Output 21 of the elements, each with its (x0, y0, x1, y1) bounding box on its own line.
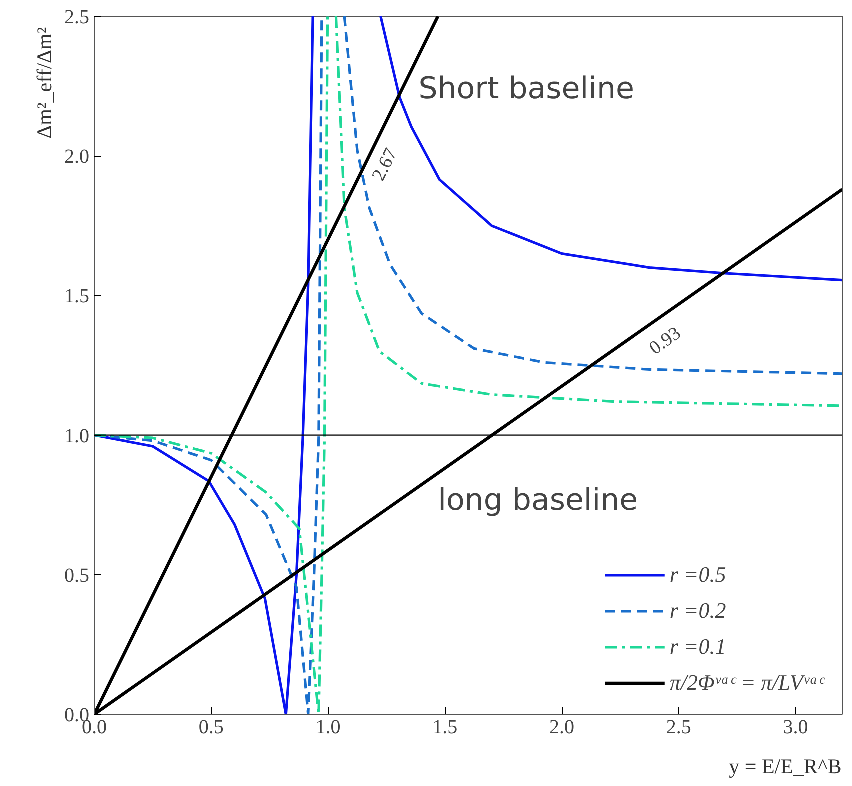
annotation: Short baseline (418, 72, 634, 107)
y-tick-label: 2.5 (64, 6, 90, 28)
annotation: 2.67 (368, 145, 402, 184)
x-tick-label: 1.0 (316, 716, 341, 738)
legend-label: π/2Φᵛᵃᶜ = π/LVᵛᵃᶜ (670, 670, 824, 696)
x-tick-label: 2.0 (550, 716, 574, 738)
annotation: 0.93 (646, 323, 686, 360)
y-tick-label: 1.0 (64, 425, 90, 448)
y-tick-label: 2.0 (64, 146, 90, 168)
x-axis-title: y = E/E_R^B (729, 754, 842, 778)
legend-label: r =0.1 (670, 634, 726, 660)
x-tick-label: 3.0 (783, 716, 808, 738)
annotation: long baseline (438, 483, 638, 518)
y-tick-label: 0.5 (64, 564, 90, 587)
x-tick-label: 1.5 (432, 716, 458, 738)
y-axis-title: Δm²_eff/Δm² (32, 27, 56, 139)
legend-label: r =0.5 (670, 562, 726, 588)
x-tick-label: 0.5 (198, 716, 224, 738)
y-tick-label: 1.5 (64, 286, 90, 308)
x-tick-label: 2.5 (666, 716, 692, 738)
legend-label: r =0.2 (670, 598, 726, 624)
